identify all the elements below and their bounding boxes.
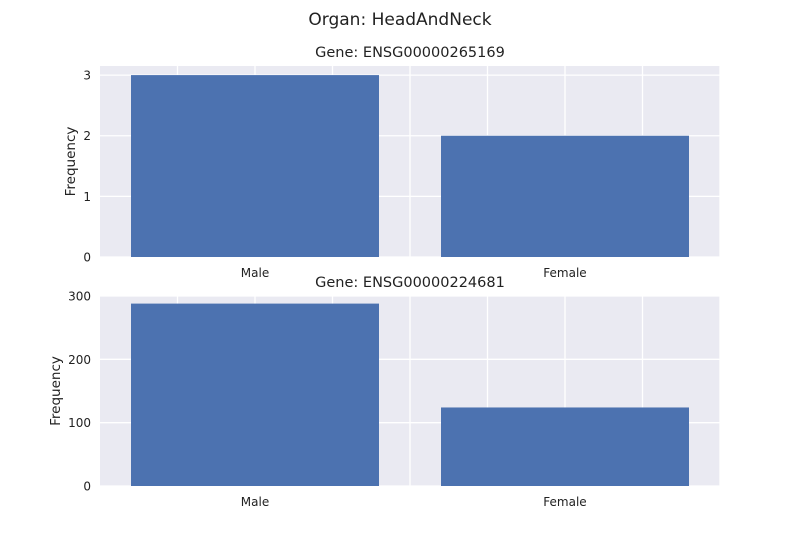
subplot-title: Gene: ENSG00000265169 xyxy=(315,45,505,61)
bar-male xyxy=(131,303,379,486)
y-tick-label: 1 xyxy=(83,190,91,204)
x-tick-label: Male xyxy=(241,495,269,509)
y-axis-label: Frequency xyxy=(63,127,79,197)
y-tick-label: 100 xyxy=(68,416,91,430)
y-tick-label: 200 xyxy=(68,353,91,367)
bar-female xyxy=(441,135,689,257)
bar-male xyxy=(131,75,379,257)
y-tick-label: 300 xyxy=(68,290,91,304)
bar-female xyxy=(441,407,689,486)
figure-title: Organ: HeadAndNeck xyxy=(308,10,491,30)
y-tick-label: 0 xyxy=(83,480,91,494)
subplot-title: Gene: ENSG00000224681 xyxy=(315,275,505,291)
y-tick-label: 0 xyxy=(83,251,91,265)
x-tick-label: Female xyxy=(543,266,586,280)
x-tick-label: Female xyxy=(543,495,586,509)
y-tick-label: 3 xyxy=(83,69,91,83)
y-tick-label: 2 xyxy=(83,129,91,143)
y-axis-label: Frequency xyxy=(48,356,64,426)
x-tick-label: Male xyxy=(241,266,269,280)
